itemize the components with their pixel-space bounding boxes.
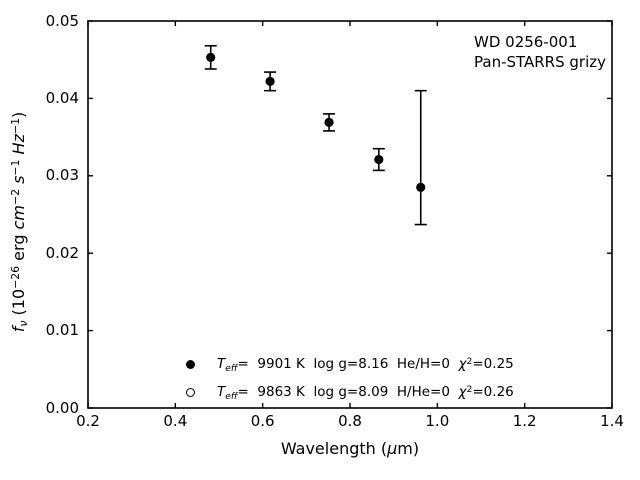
- survey-name: Pan-STARRS grizy: [474, 53, 607, 71]
- legend-row-label: Teff= 9901 K log g=8.16 He/H=0 χ2=0.25: [217, 355, 514, 374]
- legend-row-label: Teff= 9863 K log g=8.09 H/He=0 χ2=0.26: [217, 383, 514, 402]
- target-name: WD 0256-001: [474, 33, 578, 51]
- y-tick-label: 0.03: [45, 166, 79, 185]
- data-point-marker: [265, 76, 275, 86]
- y-tick-label: 0.04: [45, 88, 79, 107]
- data-point-marker: [206, 52, 216, 62]
- open-circle-icon: [186, 387, 195, 397]
- x-tick-label: 0.2: [76, 412, 100, 430]
- data-point-marker: [374, 154, 384, 165]
- x-tick-label: 1.2: [512, 412, 537, 430]
- y-tick-label: 0.02: [45, 243, 79, 262]
- x-tick-label: 0.4: [163, 412, 188, 430]
- legend-row: Teff= 9901 K log g=8.16 He/H=0 χ2=0.25: [186, 350, 514, 378]
- y-tick-label: 0.00: [45, 398, 79, 417]
- x-tick-label: 1.4: [600, 412, 624, 430]
- target-annotation: WD 0256-001 Pan-STARRS grizy: [474, 32, 606, 72]
- y-tick-label: 0.05: [45, 11, 79, 30]
- data-point-marker: [416, 182, 426, 193]
- legend-row: Teff= 9863 K log g=8.09 H/He=0 χ2=0.26: [186, 378, 514, 406]
- x-tick-label: 1.0: [425, 412, 450, 430]
- legend: Teff= 9901 K log g=8.16 He/H=0 χ2=0.25 Te…: [186, 350, 514, 406]
- data-point-marker: [324, 117, 334, 127]
- x-tick-label: 0.6: [250, 412, 275, 430]
- x-tick-label: 0.8: [338, 412, 362, 430]
- x-axis-label: Wavelength (μm): [280, 439, 420, 458]
- y-axis-label: fν (10−26 erg cm−2 s−1 Hz−1): [9, 111, 31, 333]
- y-tick-label: 0.01: [45, 321, 79, 340]
- filled-circle-icon: [186, 359, 195, 369]
